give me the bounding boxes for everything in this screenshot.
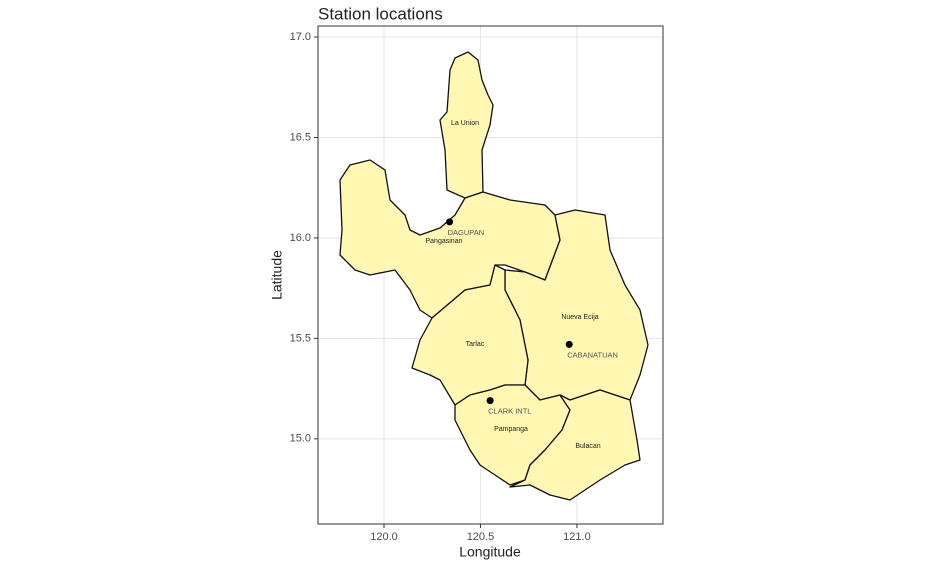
station-label: CLARK INTL xyxy=(488,407,531,416)
province-shape xyxy=(509,389,641,501)
province-label: La Union xyxy=(451,120,479,127)
province-label: Nueva Ecija xyxy=(561,314,598,321)
y-tick-label: 16.5 xyxy=(290,131,311,143)
station-point xyxy=(565,340,573,348)
x-tick-label: 120.5 xyxy=(467,531,495,543)
y-tick-label: 15.5 xyxy=(290,332,311,344)
province-shape xyxy=(439,51,494,199)
provinces xyxy=(339,51,649,501)
station-label: CABANATUAN xyxy=(567,350,618,359)
x-tick-label: 120.0 xyxy=(370,531,398,543)
province-label: Pampanga xyxy=(494,426,528,433)
x-axis-label: Longitude xyxy=(459,544,521,560)
station-point xyxy=(486,397,494,405)
y-tick-label: 17.0 xyxy=(290,31,311,43)
station-point xyxy=(446,218,454,226)
province-label: Pangasinan xyxy=(426,238,463,245)
x-tick-label: 121.0 xyxy=(563,531,591,543)
chart-title: Station locations xyxy=(318,4,443,23)
y-tick-label: 15.0 xyxy=(290,433,311,445)
station-label: DAGUPAN xyxy=(448,228,485,237)
province-label: Bulacan xyxy=(575,443,600,450)
province-label: Tarlac xyxy=(466,341,485,348)
y-tick-label: 16.0 xyxy=(290,232,311,244)
panel-border xyxy=(317,25,664,525)
y-axis-label: Latitude xyxy=(269,250,285,300)
